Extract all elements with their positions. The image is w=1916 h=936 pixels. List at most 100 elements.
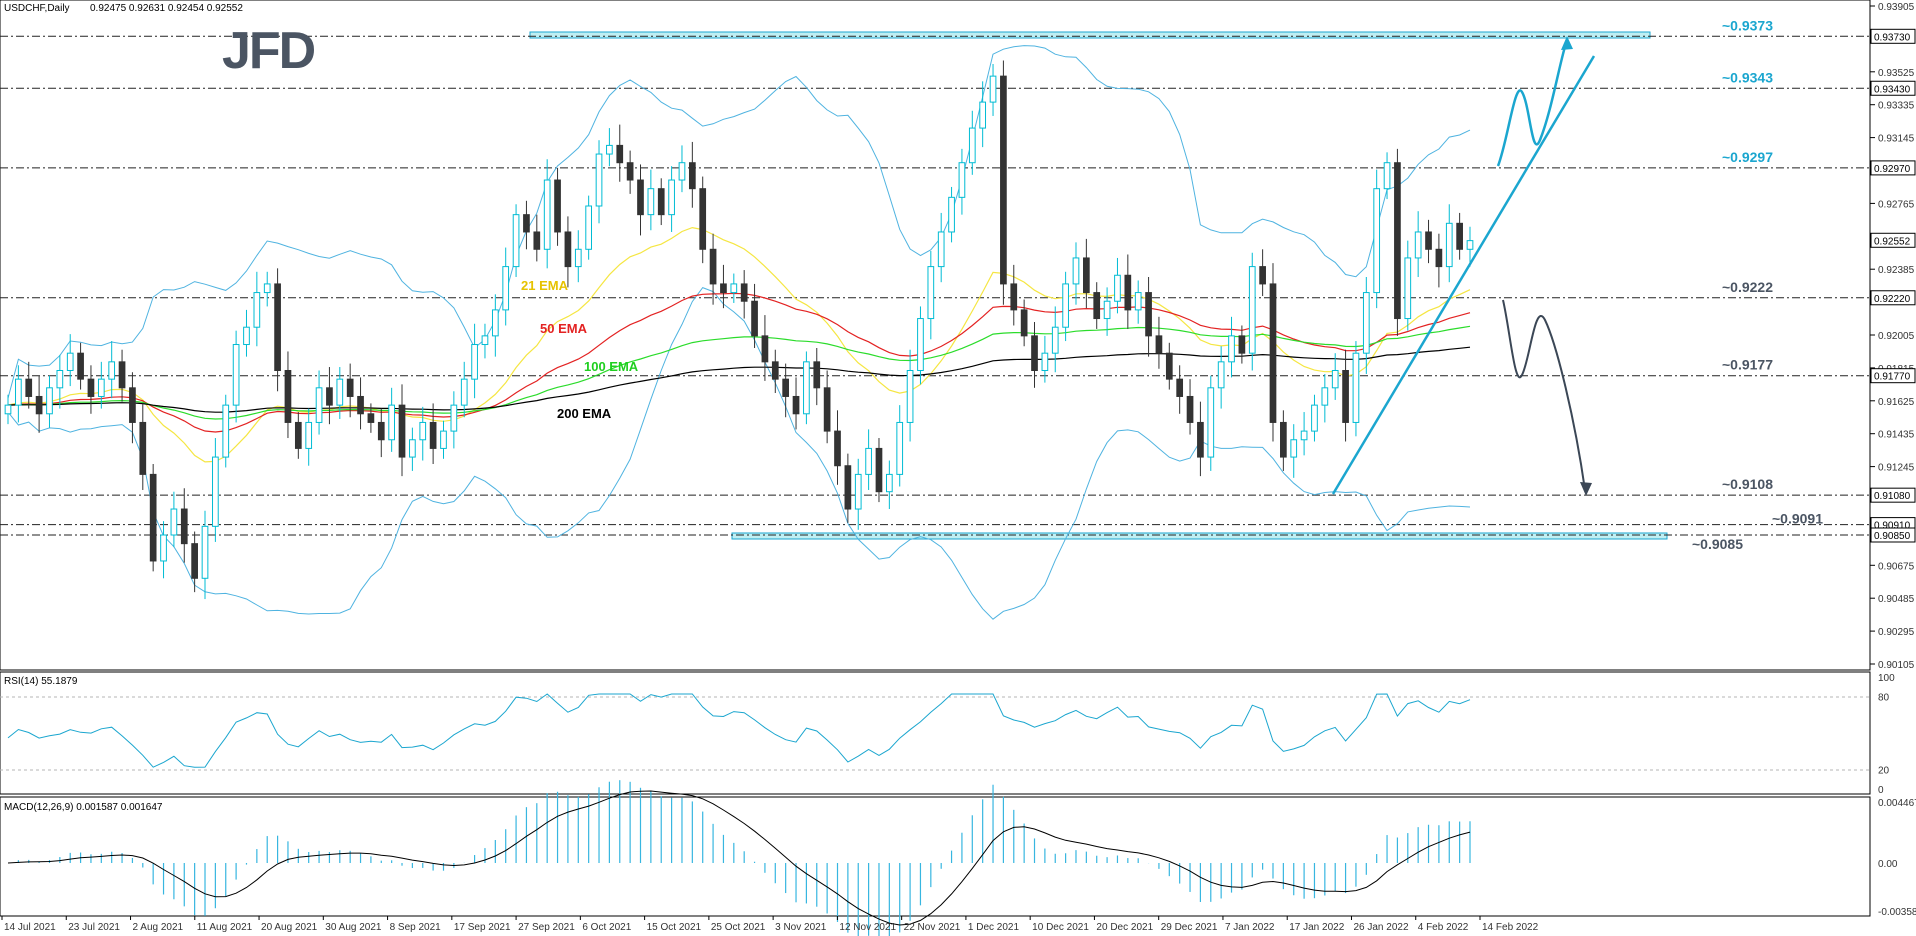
candle xyxy=(1311,394,1318,442)
candle-body xyxy=(1062,283,1069,328)
candle-body xyxy=(1466,240,1474,250)
candle-body xyxy=(25,378,33,397)
candle xyxy=(1300,412,1308,456)
candle-body xyxy=(1051,326,1059,354)
candle-body xyxy=(771,361,779,380)
candle-body xyxy=(948,196,955,233)
candle-body xyxy=(97,378,105,397)
candle xyxy=(1186,379,1194,435)
candle-body xyxy=(1186,395,1194,423)
candle xyxy=(440,420,447,459)
candle xyxy=(1103,287,1111,336)
macd-histogram xyxy=(17,780,1471,936)
candle-body xyxy=(1217,361,1225,389)
candle xyxy=(1248,252,1256,371)
price-tick-label: 0.93145 xyxy=(1878,134,1915,145)
candle xyxy=(574,230,582,283)
candle-body xyxy=(180,508,188,545)
candle-body xyxy=(1342,369,1349,423)
candle xyxy=(367,403,375,433)
time-tick-label: 10 Dec 2021 xyxy=(1032,922,1089,933)
candle xyxy=(595,140,603,224)
candle xyxy=(1466,226,1474,267)
candle-body xyxy=(212,456,219,527)
candle xyxy=(377,408,385,458)
symbol-title: USDCHF,Daily xyxy=(4,3,70,14)
candle xyxy=(854,458,862,530)
level-labels: ~0.9373 ~0.9343 ~0.9297 ~0.9222 ~0.9177 ~0.91… xyxy=(1692,17,1823,552)
price-tick-label: 0.91435 xyxy=(1878,430,1915,441)
candle xyxy=(1445,204,1453,283)
candle-body xyxy=(1176,378,1184,397)
candle-body xyxy=(222,404,230,458)
candle-body xyxy=(647,188,655,216)
price-box-label: 0.90850 xyxy=(1874,531,1911,542)
candle-body xyxy=(709,248,717,285)
candle xyxy=(989,64,997,116)
candle-body xyxy=(87,378,95,397)
candle-body xyxy=(1145,292,1152,337)
candle xyxy=(180,488,188,563)
price-box-label: 0.92970 xyxy=(1874,164,1911,175)
candle-body xyxy=(543,179,551,250)
candle-body xyxy=(388,404,395,441)
time-tick-label: 2 Aug 2021 xyxy=(133,922,184,933)
candle-body xyxy=(720,283,727,294)
candle-body xyxy=(4,404,12,415)
candle xyxy=(191,531,198,593)
candle-body xyxy=(149,473,157,562)
candle-body xyxy=(77,352,84,380)
candle-body xyxy=(678,162,686,181)
candle-body xyxy=(1280,421,1287,458)
rsi-axis: 100 80 20 0 xyxy=(1878,673,1895,796)
rsi-tick-label: 0 xyxy=(1878,785,1884,796)
candle-body xyxy=(253,292,261,328)
candle-body xyxy=(129,387,136,423)
candle xyxy=(958,148,966,215)
ema21-label: 21 EMA xyxy=(521,278,569,293)
ema100-line xyxy=(7,325,1471,420)
level-label-5: ~0.9108 xyxy=(1722,476,1773,492)
candle-body xyxy=(1165,352,1173,380)
time-tick-label: 14 Jul 2021 xyxy=(4,922,56,933)
candle xyxy=(1031,322,1038,388)
candle xyxy=(232,330,240,423)
candle-body xyxy=(232,344,240,406)
ema200-line xyxy=(7,346,1471,413)
candle xyxy=(1404,240,1412,331)
candle-body xyxy=(1311,404,1318,432)
candle-body xyxy=(1103,300,1111,320)
candle xyxy=(66,334,74,387)
candle xyxy=(460,361,468,418)
candle xyxy=(668,166,675,232)
candle xyxy=(1290,424,1298,478)
candle xyxy=(1280,410,1287,471)
candle-body xyxy=(1248,266,1256,354)
candle-body xyxy=(263,283,271,294)
candle xyxy=(1425,219,1432,264)
candle xyxy=(149,464,157,572)
candle-body xyxy=(398,404,406,458)
candle-body xyxy=(1114,274,1121,302)
candle xyxy=(56,354,64,409)
macd-tick-label: -0.003588 xyxy=(1878,907,1916,918)
time-tick-label: 27 Sep 2021 xyxy=(518,922,575,933)
candle-body xyxy=(906,369,914,423)
time-tick-label: 12 Nov 2021 xyxy=(839,922,896,933)
ema21-line xyxy=(7,226,1471,463)
candle xyxy=(1394,148,1401,336)
candle-body xyxy=(1000,75,1007,285)
price-tick-label: 0.90105 xyxy=(1878,660,1915,671)
candle xyxy=(1165,342,1173,390)
candle xyxy=(543,159,551,269)
candle xyxy=(1383,152,1391,200)
candle xyxy=(1259,249,1266,297)
candle-body xyxy=(1124,274,1132,311)
candlesticks xyxy=(4,60,1474,600)
candle-body xyxy=(937,231,945,268)
candle-body xyxy=(688,162,696,190)
candle xyxy=(15,365,22,423)
candle xyxy=(35,375,43,433)
candle-body xyxy=(595,153,603,207)
candle-body xyxy=(471,344,478,380)
